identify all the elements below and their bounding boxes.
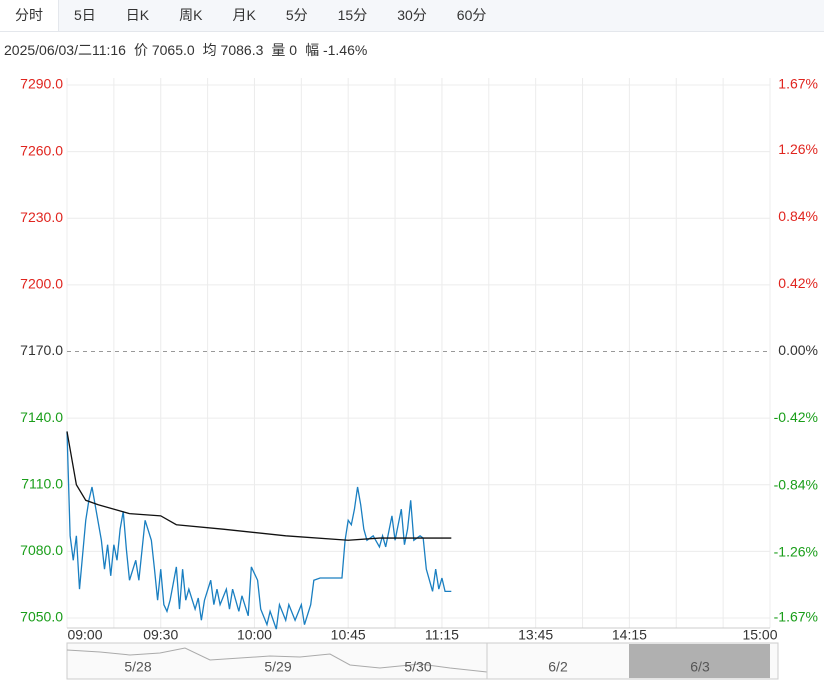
y-tick-label: 7290.0 — [20, 76, 63, 92]
navigator-label: 6/3 — [690, 659, 710, 675]
navigator-label: 5/29 — [264, 659, 291, 675]
y2-tick-label: -1.67% — [774, 609, 818, 625]
x-tick-label: 10:45 — [331, 627, 366, 643]
y2-tick-label: 1.26% — [778, 141, 818, 157]
navigator-window[interactable] — [629, 644, 770, 678]
info-item: 均 7086.3 — [202, 42, 264, 58]
y2-tick-label: 0.84% — [778, 208, 818, 224]
navigator-line — [66, 647, 488, 673]
y-tick-label: 7230.0 — [20, 209, 63, 225]
navigator-label: 5/28 — [124, 659, 151, 675]
y-tick-label: 7050.0 — [20, 609, 63, 625]
price-line — [66, 431, 452, 541]
x-tick-label: 15:00 — [742, 627, 777, 643]
info-bar: 2025/06/03/二11:16 价 7065.0 均 7086.3 量 0 幅 -1… — [4, 40, 375, 60]
x-tick-label: 10:00 — [237, 627, 272, 643]
info-item: 量 0 — [271, 42, 298, 58]
tab[interactable]: 月K — [232, 7, 256, 23]
y-tick-label: 7140.0 — [20, 409, 63, 425]
tab-bar: 分时 5日 日K 周K 月K 5分 15分 30分 60分 — [0, 0, 824, 32]
price-line — [66, 431, 452, 630]
x-tick-label: 13:45 — [518, 627, 553, 643]
y2-tick-label: 0.00% — [778, 342, 818, 358]
tab[interactable]: 5日 — [74, 7, 96, 23]
info-item: 2025/06/03/二11:16 — [4, 42, 126, 58]
y2-tick-label: -0.84% — [774, 476, 818, 492]
y-tick-label: 7260.0 — [20, 142, 63, 158]
tab[interactable]: 5分 — [285, 7, 308, 23]
tab[interactable]: 周K — [179, 7, 203, 23]
x-tick-label: 14:15 — [612, 627, 647, 643]
tab[interactable]: 日K — [125, 7, 150, 23]
tab[interactable]: 分时 — [0, 0, 59, 31]
y-tick-label: 7080.0 — [20, 542, 63, 558]
y2-tick-label: 1.67% — [778, 76, 818, 92]
info-item: 价 7065.0 — [133, 42, 195, 58]
y-tick-label: 7110.0 — [21, 475, 63, 491]
x-tick-label: 11:15 — [425, 627, 459, 643]
y-tick-label: 7170.0 — [20, 342, 63, 358]
y2-tick-label: -1.26% — [774, 543, 818, 559]
tab[interactable]: 60分 — [456, 7, 487, 23]
y2-tick-label: 0.42% — [778, 275, 818, 291]
y2-tick-label: -0.42% — [774, 409, 818, 425]
y-tick-label: 7200.0 — [20, 276, 63, 292]
navigator-label: 5/30 — [404, 659, 431, 675]
navigator-label: 6/2 — [548, 659, 568, 675]
x-tick-label: 09:00 — [67, 627, 102, 643]
tab[interactable]: 15分 — [337, 7, 368, 23]
info-item: 幅 -1.46% — [305, 42, 368, 58]
x-tick-label: 09:30 — [143, 627, 178, 643]
tab[interactable]: 30分 — [397, 7, 427, 23]
